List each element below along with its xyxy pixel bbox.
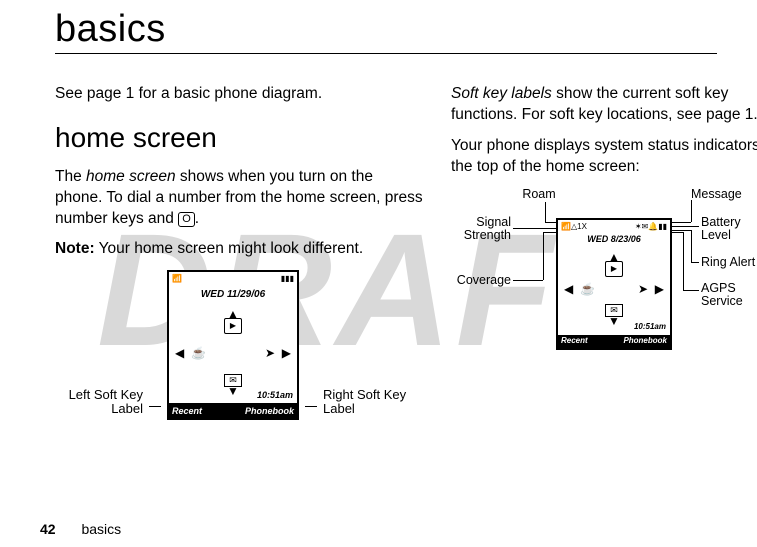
label-battery-l1: Battery	[701, 215, 741, 229]
line-agps-v	[683, 232, 684, 290]
line-roam	[545, 202, 546, 222]
callout-left-l1: Left Soft Key	[69, 387, 143, 402]
label-signal: Signal Strength	[451, 216, 511, 244]
p2-text-pre: The	[55, 168, 86, 185]
line-ring-h2	[691, 262, 699, 263]
keycap-icon: O	[178, 212, 195, 227]
label-roam: Roam	[509, 188, 569, 202]
nav-cluster-2: ▲ ▶ ◀ ☕ ➤ ▶ ✉ ▼	[558, 245, 670, 333]
screen-date-2: WED 8/23/06	[558, 233, 670, 245]
label-battery: Battery Level	[701, 216, 741, 244]
callout-right-l1: Right Soft Key	[323, 387, 406, 402]
p2-em: home screen	[86, 168, 176, 185]
brew-icon-2: ☕	[580, 281, 595, 297]
line-message-v	[691, 200, 692, 222]
line-ring-v	[691, 230, 692, 262]
signal-icon: 📶	[172, 274, 182, 285]
line-battery	[669, 226, 699, 227]
line-agps-h2	[683, 290, 699, 291]
callout-right-soft-key: Right Soft Key Label	[323, 388, 423, 421]
line-signal	[513, 228, 559, 229]
right-p2: Your phone displays system status indica…	[451, 136, 757, 178]
callout-right-l2: Label	[323, 401, 355, 416]
callout-left-soft-key: Left Soft Key Label	[55, 388, 143, 421]
right-p1: Soft key labels show the current soft ke…	[451, 84, 757, 126]
title-rule	[55, 53, 717, 54]
p3-note-label: Note:	[55, 240, 95, 257]
arrow-right-icon: ▶	[282, 345, 291, 361]
center-nav-icon-2: ▶	[605, 261, 623, 277]
callout-left-l2: Label	[111, 401, 143, 416]
line-coverage-h	[513, 280, 543, 281]
phone-screen-1: 📶 ▮▮▮ WED 11/29/06 ▲ ▶ ◀ ☕ ➤ ▶	[167, 270, 299, 420]
left-column: See page 1 for a basic phone diagram. ho…	[55, 84, 423, 420]
page-number: 42	[40, 521, 56, 537]
label-agps: AGPS Service	[701, 282, 743, 310]
two-column-layout: See page 1 for a basic phone diagram. ho…	[55, 84, 717, 420]
callout-line-left	[149, 406, 161, 407]
cursor-icon-2: ➤	[638, 281, 648, 297]
chapter-title: basics	[55, 8, 717, 51]
label-signal-l2: Strength	[464, 228, 511, 242]
softkey-bar-2: Recent Phonebook	[558, 335, 670, 348]
left-p2: The home screen shows when you turn on t…	[55, 167, 423, 230]
label-agps-l1: AGPS	[701, 281, 736, 295]
label-signal-l1: Signal	[476, 215, 511, 229]
p2-end: .	[195, 210, 199, 227]
p1-em: Soft key labels	[451, 85, 552, 102]
diagram-1: Left Soft Key Label 📶 ▮▮▮ WED 11/29/06 ▲	[55, 270, 423, 420]
arrow-left-icon-2: ◀	[564, 281, 573, 297]
label-coverage: Coverage	[451, 274, 511, 288]
left-p3: Note: Your home screen might look differ…	[55, 239, 423, 260]
arrow-down-icon-2: ▼	[608, 313, 620, 329]
nav-cluster-1: ▲ ▶ ◀ ☕ ➤ ▶ ✉ ▼	[169, 302, 297, 404]
section-heading-home-screen: home screen	[55, 119, 423, 157]
soft-right-label-2: Phonebook	[623, 336, 667, 347]
status-bar-2: 📶△1X ✶✉🔔▮▮	[558, 220, 670, 233]
screen-body-1: WED 11/29/06 ▲ ▶ ◀ ☕ ➤ ▶ ✉ ▼	[169, 286, 297, 403]
status-bar-1: 📶 ▮▮▮	[169, 272, 297, 285]
screen-body-2: WED 8/23/06 ▲ ▶ ◀ ☕ ➤ ▶ ✉ ▼	[558, 232, 670, 333]
brew-icon: ☕	[191, 345, 206, 361]
arrow-left-icon: ◀	[175, 345, 184, 361]
center-nav-icon: ▶	[224, 318, 242, 334]
screen-date-1: WED 11/29/06	[169, 288, 297, 302]
label-ring-alert: Ring Alert	[701, 256, 755, 270]
left-p1: See page 1 for a basic phone diagram.	[55, 84, 423, 105]
label-battery-l2: Level	[701, 228, 731, 242]
label-agps-l2: Service	[701, 294, 743, 308]
soft-left-label-2: Recent	[561, 336, 588, 347]
cursor-icon: ➤	[265, 345, 275, 361]
soft-right-label-1: Phonebook	[245, 405, 294, 417]
arrow-right-icon-2: ▶	[655, 281, 664, 297]
phone-screen-2: 📶△1X ✶✉🔔▮▮ WED 8/23/06 ▲ ▶ ◀ ☕ ➤ ▶ ✉	[556, 218, 672, 350]
right-column: Soft key labels show the current soft ke…	[451, 84, 757, 420]
label-message: Message	[691, 188, 742, 202]
soft-left-label-1: Recent	[172, 405, 202, 417]
page-footer: 42 basics	[40, 521, 121, 537]
battery-icon: ▮▮▮	[281, 274, 294, 285]
screen-time-1: 10:51am	[257, 389, 293, 401]
line-coverage-v	[543, 232, 544, 280]
running-head: basics	[81, 521, 121, 537]
p3-rest: Your home screen might look different.	[95, 240, 364, 257]
callout-line-right	[305, 406, 317, 407]
screen-time-2: 10:51am	[634, 322, 666, 333]
diagram-1-wrap: Left Soft Key Label 📶 ▮▮▮ WED 11/29/06 ▲	[55, 270, 423, 420]
diagram-2: Roam Signal Strength Coverage Message Ba…	[451, 188, 757, 368]
softkey-bar-1: Recent Phonebook	[169, 403, 297, 418]
arrow-down-icon: ▼	[227, 383, 239, 399]
